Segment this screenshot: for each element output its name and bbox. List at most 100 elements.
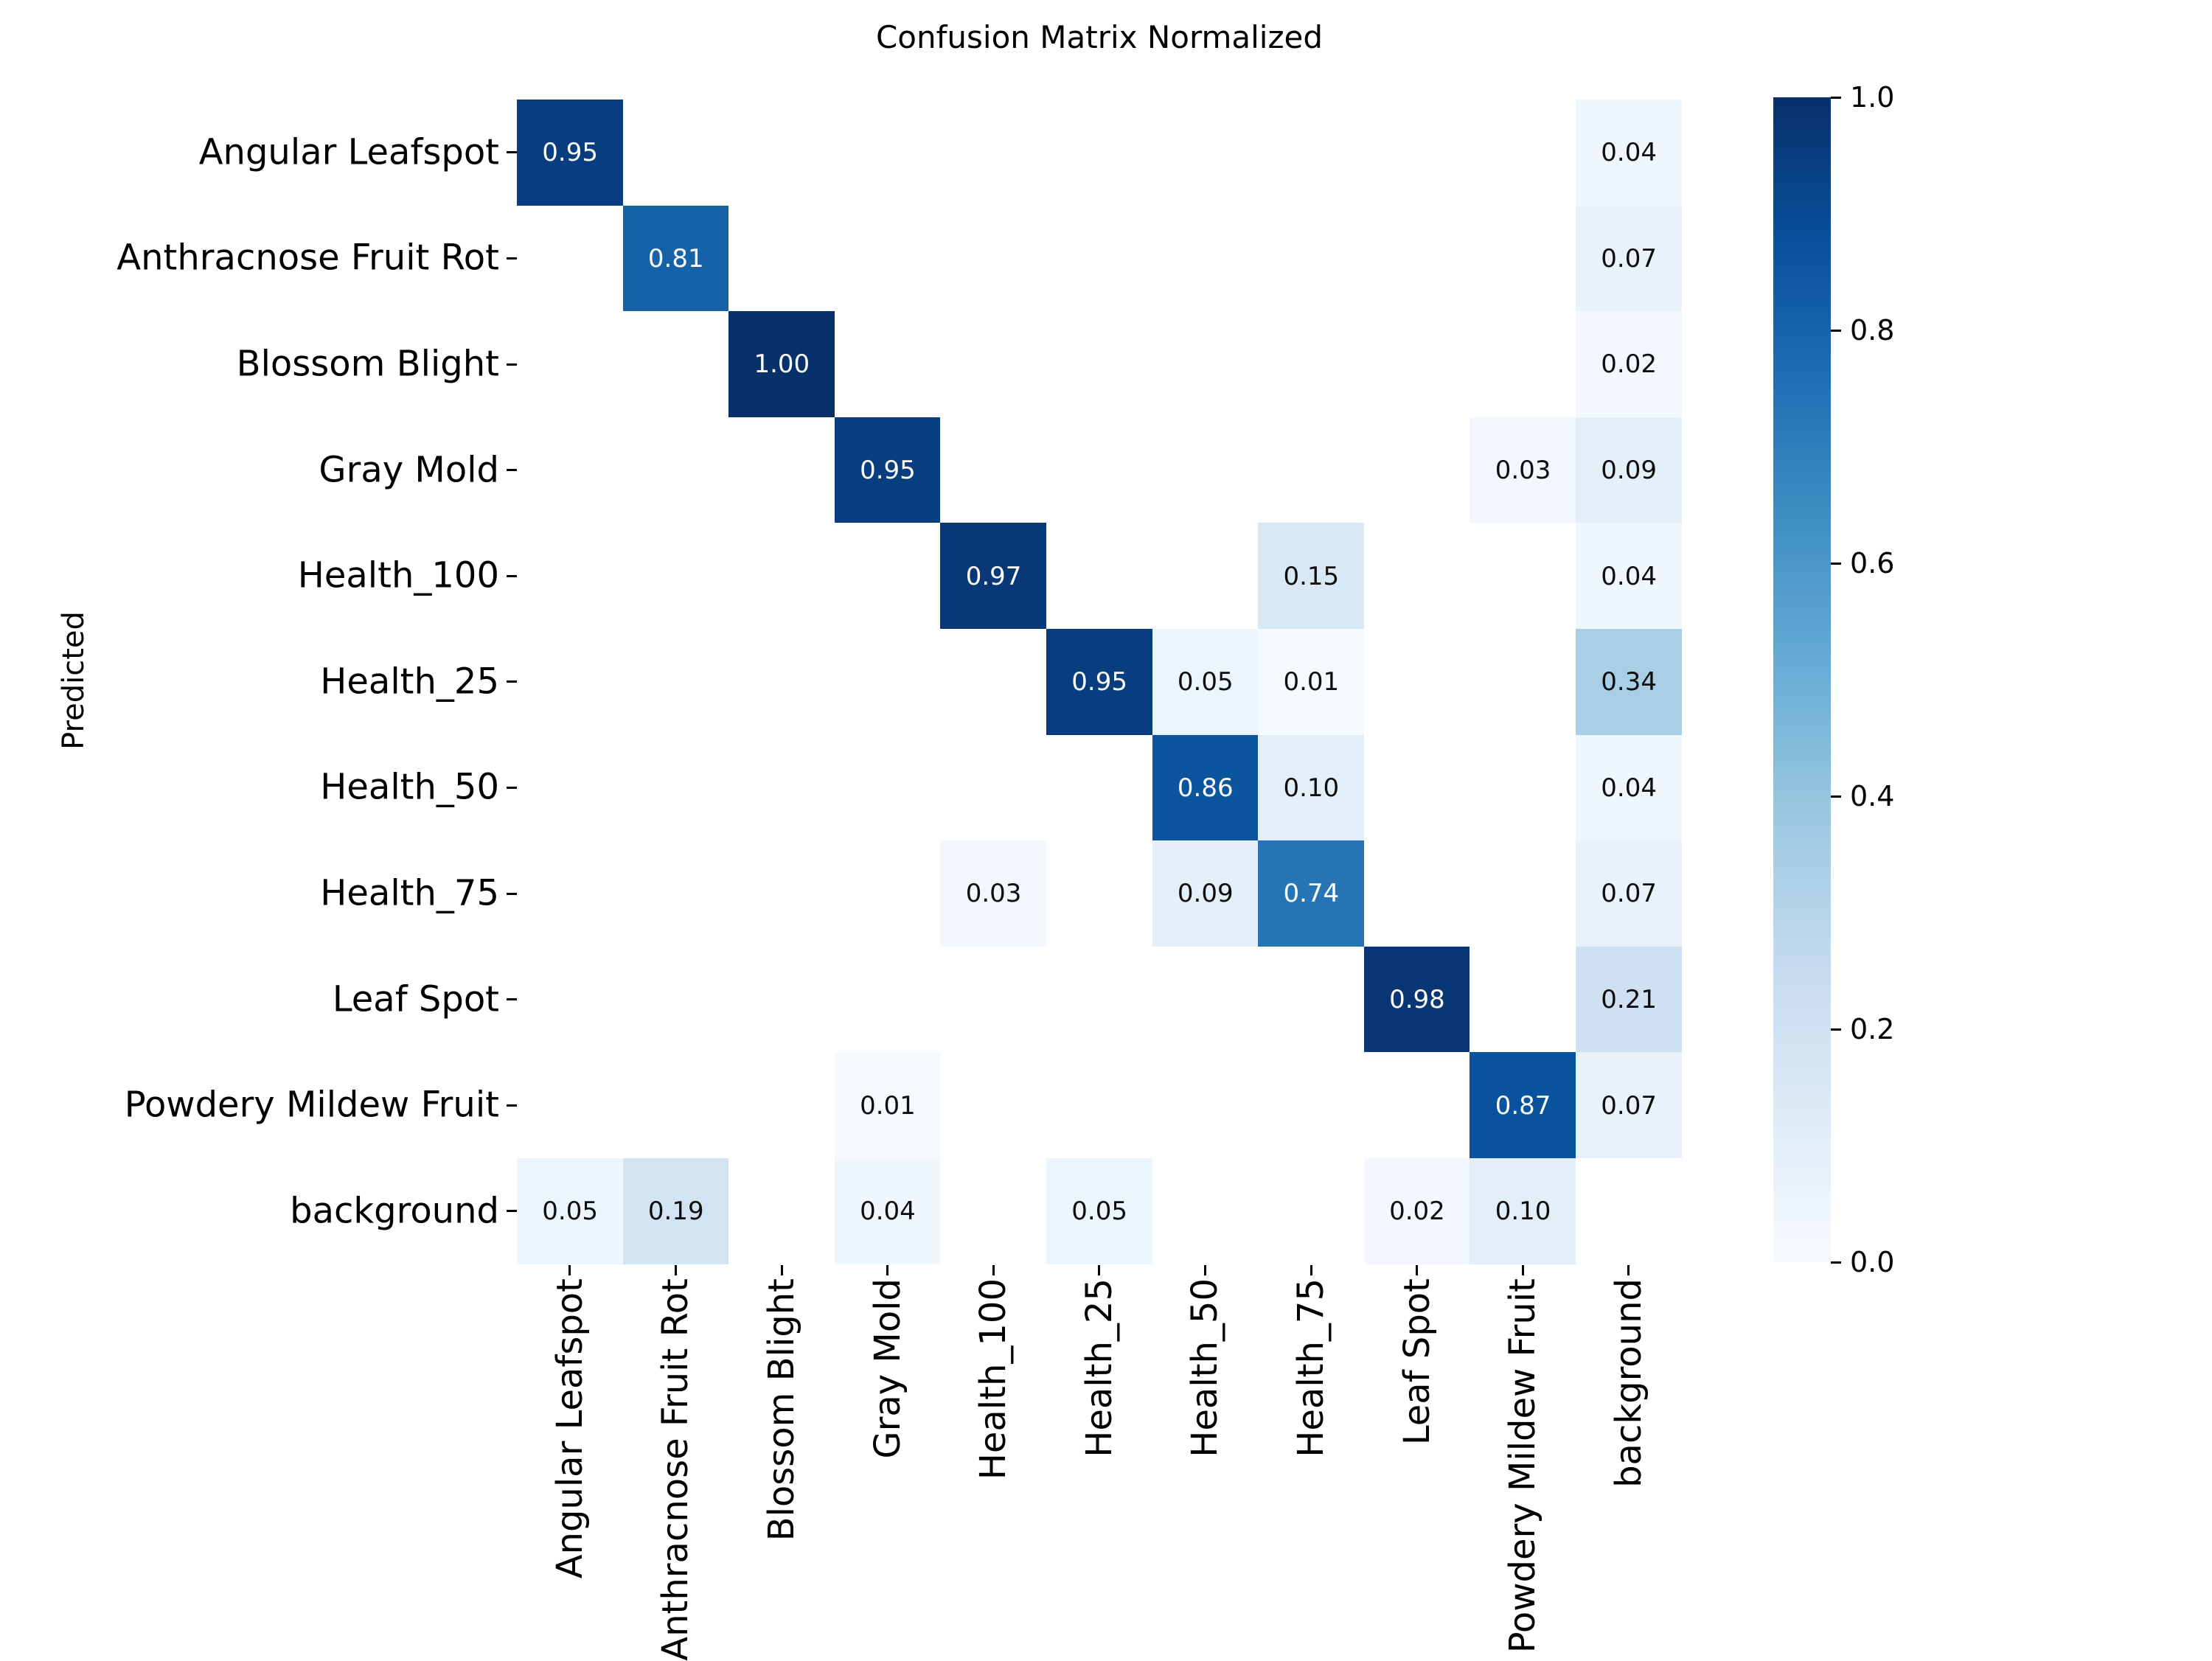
y-tick-label: Anthracnose Fruit Rot bbox=[116, 237, 499, 279]
matrix-cell: 0.03 bbox=[940, 840, 1047, 947]
y-tick-mark bbox=[507, 469, 517, 472]
cell-value: 0.86 bbox=[1177, 773, 1234, 803]
x-tick-mark bbox=[1310, 1264, 1312, 1275]
matrix-cell bbox=[834, 311, 942, 418]
colorbar-tick-mark bbox=[1831, 1028, 1841, 1031]
matrix-cell bbox=[940, 1158, 1047, 1265]
matrix-cell bbox=[728, 734, 835, 841]
matrix-cell: 0.07 bbox=[1576, 1052, 1683, 1159]
colorbar-tick-label: 1.0 bbox=[1850, 81, 1895, 114]
matrix-cell bbox=[1046, 205, 1153, 312]
cell-value: 0.87 bbox=[1495, 1090, 1551, 1121]
y-tick-mark bbox=[507, 574, 517, 577]
matrix-cell bbox=[622, 734, 729, 841]
cell-value: 0.15 bbox=[1283, 561, 1340, 591]
colorbar-tick-mark bbox=[1831, 795, 1841, 798]
y-tick-mark bbox=[507, 892, 517, 895]
matrix-cell: 0.05 bbox=[1046, 1158, 1153, 1265]
cell-value: 0.97 bbox=[965, 561, 1022, 591]
matrix-cell: 0.04 bbox=[1576, 734, 1683, 841]
cell-value: 0.04 bbox=[1601, 561, 1657, 591]
matrix-cell bbox=[1363, 840, 1471, 947]
matrix-cell bbox=[622, 1052, 729, 1159]
matrix-cell bbox=[728, 1052, 835, 1159]
x-tick-label: Anthracnose Fruit Rot bbox=[655, 1278, 697, 1661]
matrix-cell bbox=[1152, 523, 1259, 630]
cell-value: 0.07 bbox=[1601, 879, 1657, 909]
cell-value: 0.01 bbox=[860, 1090, 916, 1121]
matrix-cell bbox=[940, 100, 1047, 206]
matrix-cell bbox=[1470, 205, 1576, 312]
matrix-cell: 0.15 bbox=[1258, 523, 1365, 630]
y-tick-mark bbox=[507, 680, 517, 683]
matrix-cell bbox=[1258, 100, 1365, 206]
cell-value: 0.10 bbox=[1495, 1197, 1551, 1227]
matrix-cell bbox=[940, 629, 1047, 736]
colorbar-tick-label: 0.6 bbox=[1850, 547, 1895, 579]
y-tick-label: Powdery Mildew Fruit bbox=[124, 1084, 499, 1126]
matrix-cell bbox=[1470, 311, 1576, 418]
matrix-cell bbox=[622, 311, 729, 418]
matrix-cell bbox=[728, 629, 835, 736]
matrix-cell: 0.95 bbox=[1046, 629, 1153, 736]
x-tick-label: Powdery Mildew Fruit bbox=[1502, 1278, 1544, 1654]
matrix-cell: 0.05 bbox=[1152, 629, 1259, 736]
cell-value: 1.00 bbox=[754, 349, 810, 380]
matrix-cell bbox=[1152, 205, 1259, 312]
x-tick-mark bbox=[886, 1264, 889, 1275]
x-tick-mark bbox=[1627, 1264, 1630, 1275]
matrix-cell bbox=[622, 523, 729, 630]
matrix-cell bbox=[1046, 100, 1153, 206]
colorbar-tick-mark bbox=[1831, 96, 1841, 99]
cell-value: 0.04 bbox=[860, 1197, 916, 1227]
matrix-cell bbox=[1152, 1052, 1259, 1159]
cell-value: 0.34 bbox=[1601, 667, 1657, 697]
y-tick-label: Health_75 bbox=[320, 872, 499, 914]
matrix-cell: 0.87 bbox=[1470, 1052, 1576, 1159]
x-tick-mark bbox=[674, 1264, 677, 1275]
y-tick-mark bbox=[507, 786, 517, 789]
cell-value: 0.03 bbox=[965, 879, 1022, 909]
cell-value: 0.07 bbox=[1601, 243, 1657, 274]
matrix-cell bbox=[517, 946, 624, 1054]
matrix-cell bbox=[1363, 523, 1471, 630]
matrix-cell bbox=[728, 523, 835, 630]
matrix-cell: 0.09 bbox=[1152, 840, 1259, 947]
matrix-cell bbox=[834, 840, 942, 947]
matrix-cell: 0.86 bbox=[1152, 734, 1259, 841]
matrix-cell bbox=[1258, 946, 1365, 1054]
cell-value: 0.03 bbox=[1495, 455, 1551, 485]
y-tick-label: Gray Mold bbox=[319, 449, 499, 491]
cell-value: 0.09 bbox=[1177, 879, 1234, 909]
matrix-cell bbox=[940, 205, 1047, 312]
matrix-cell bbox=[1046, 523, 1153, 630]
x-tick-mark bbox=[1098, 1264, 1101, 1275]
matrix-cell bbox=[940, 1052, 1047, 1159]
y-tick-mark bbox=[507, 257, 517, 260]
y-tick-label: Blossom Blight bbox=[236, 343, 499, 385]
matrix-cell bbox=[728, 205, 835, 312]
colorbar-tick-label: 0.2 bbox=[1850, 1013, 1895, 1045]
matrix-cell: 0.02 bbox=[1576, 311, 1683, 418]
matrix-cell: 0.04 bbox=[1576, 523, 1683, 630]
matrix-cell bbox=[1258, 417, 1365, 524]
cell-value: 0.05 bbox=[542, 1197, 598, 1227]
cell-value: 0.98 bbox=[1389, 984, 1445, 1014]
matrix-cell bbox=[1258, 311, 1365, 418]
matrix-cell bbox=[834, 523, 942, 630]
heatmap-grid: 0.95 0.04 0.81 0.07 1.00 0.02 0.95 0.03 0.09 0.97… bbox=[517, 100, 1683, 1265]
cell-value: 0.05 bbox=[1071, 1197, 1127, 1227]
cell-value: 0.95 bbox=[860, 455, 916, 485]
matrix-cell: 0.34 bbox=[1576, 629, 1683, 736]
matrix-cell bbox=[622, 840, 729, 947]
matrix-cell bbox=[517, 1052, 624, 1159]
matrix-cell bbox=[1046, 946, 1153, 1054]
matrix-cell: 0.21 bbox=[1576, 946, 1683, 1054]
matrix-cell bbox=[728, 840, 835, 947]
matrix-cell: 0.07 bbox=[1576, 205, 1683, 312]
matrix-cell bbox=[1152, 417, 1259, 524]
matrix-cell bbox=[834, 734, 942, 841]
matrix-cell bbox=[1363, 629, 1471, 736]
matrix-cell bbox=[1046, 417, 1153, 524]
matrix-cell bbox=[1046, 734, 1153, 841]
